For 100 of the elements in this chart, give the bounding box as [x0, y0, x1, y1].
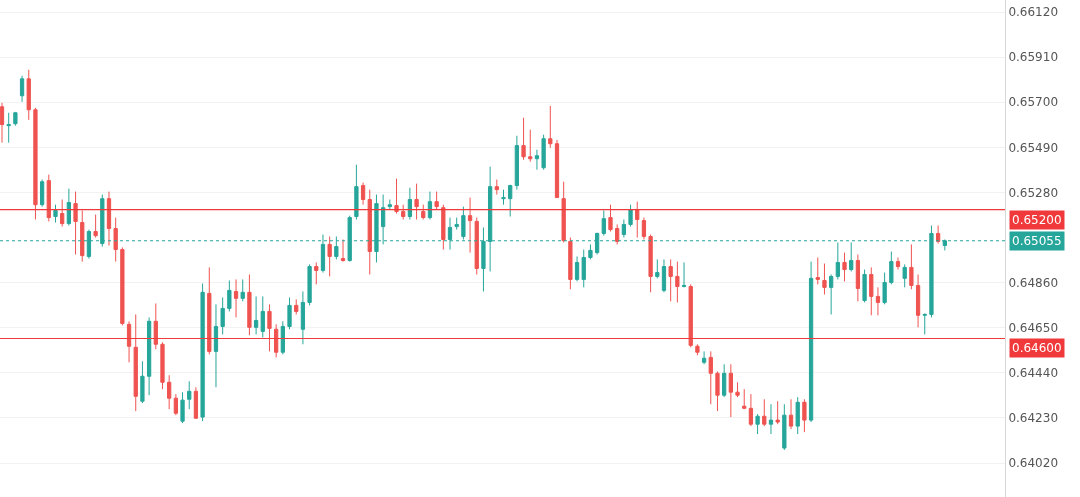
candlestick [862, 269, 867, 303]
candlestick [327, 235, 332, 277]
candlestick [568, 237, 573, 290]
candlestick [253, 295, 259, 335]
candlestick [514, 135, 520, 191]
candlestick [835, 241, 840, 280]
candlestick [207, 266, 212, 355]
candlestick [855, 254, 861, 302]
candlestick [33, 107, 38, 220]
candlestick [260, 295, 265, 338]
y-tick-label: 0.66120 [1008, 5, 1059, 20]
candlestick [274, 323, 279, 358]
candlestick [621, 219, 626, 239]
candlestick [501, 189, 506, 206]
candlestick [467, 197, 473, 254]
candlestick [628, 204, 633, 228]
candlestick [193, 386, 199, 420]
y-tick-label: 0.64230 [1008, 411, 1059, 426]
candlestick [521, 117, 526, 161]
candlestick [875, 286, 881, 316]
y-tick-label: 0.64650 [1008, 320, 1059, 335]
candlestick [849, 241, 854, 272]
candlestick [66, 188, 72, 227]
candlestick [247, 273, 252, 336]
candlestick [708, 350, 713, 405]
candlestick [748, 393, 754, 427]
candlestick [895, 257, 901, 271]
candlestick [113, 217, 118, 263]
candlestick [842, 252, 847, 282]
candlestick [140, 360, 145, 404]
y-tick-label: 0.65490 [1008, 140, 1059, 155]
candlestick [808, 261, 814, 423]
candlestick [722, 363, 727, 398]
candlestick [829, 273, 834, 315]
candlestick [6, 112, 11, 144]
candlestick [354, 164, 359, 220]
candlestick [528, 129, 533, 163]
candlestick [213, 303, 219, 388]
candlestick [414, 183, 419, 220]
candlestick [755, 413, 760, 435]
candlestick [534, 149, 540, 171]
candlestick [407, 187, 413, 220]
candlestick [869, 266, 874, 316]
candlestick [240, 278, 245, 302]
candlestick [434, 191, 439, 211]
candlestick [601, 209, 606, 237]
ref-line-label: 0.64600 [1012, 341, 1062, 355]
candlestick [581, 249, 586, 288]
candlestick [561, 181, 566, 243]
candlestick [173, 393, 178, 416]
candlestick [153, 302, 158, 350]
ref-line-label: 0.65200 [1012, 213, 1062, 227]
candlestick [367, 189, 372, 275]
candlestick [688, 283, 693, 348]
candlestick [307, 263, 312, 306]
candlestick [635, 201, 640, 239]
candlestick [675, 261, 680, 303]
candlestick [782, 403, 787, 451]
candlestick [60, 199, 65, 228]
y-tick-label: 0.64440 [1008, 366, 1059, 381]
candlestick [822, 263, 827, 295]
candlestick [106, 191, 112, 246]
candlestick [648, 234, 653, 293]
ref-line-label: 0.65055 [1012, 234, 1062, 248]
candlestick [882, 272, 887, 305]
candlestick [762, 398, 767, 427]
candlestick [681, 261, 687, 288]
candlestick [126, 320, 132, 363]
candlestick [641, 217, 647, 240]
candlestick [775, 400, 780, 425]
candlestick [187, 380, 192, 410]
candlestick [13, 111, 18, 127]
candlestick [360, 182, 366, 206]
y-tick-label: 0.65910 [1008, 50, 1059, 65]
candlestick [167, 374, 172, 410]
candlestick [73, 191, 78, 256]
candlestick [233, 278, 239, 318]
candlestick [541, 134, 546, 171]
candlestick [735, 381, 740, 398]
candlestick [802, 398, 807, 433]
candlestick [39, 179, 45, 208]
candlestick [120, 246, 125, 326]
candlestick [548, 105, 553, 149]
candlestick [742, 388, 747, 410]
candlestick [26, 69, 31, 121]
candlestick [146, 316, 152, 396]
y-tick-label: 0.65280 [1008, 185, 1059, 200]
candlestick [267, 303, 272, 352]
candlestick [701, 350, 707, 365]
candlestick [608, 204, 613, 233]
candlestick [909, 243, 914, 290]
candlestick [294, 298, 299, 315]
y-tick-label: 0.65700 [1008, 95, 1059, 110]
candlestick [728, 363, 733, 418]
candlestick [695, 343, 700, 356]
candlestick [574, 255, 580, 282]
candlestick [474, 217, 479, 275]
candlestick [795, 396, 800, 435]
candlestick [494, 179, 499, 196]
candlestick [220, 296, 225, 335]
